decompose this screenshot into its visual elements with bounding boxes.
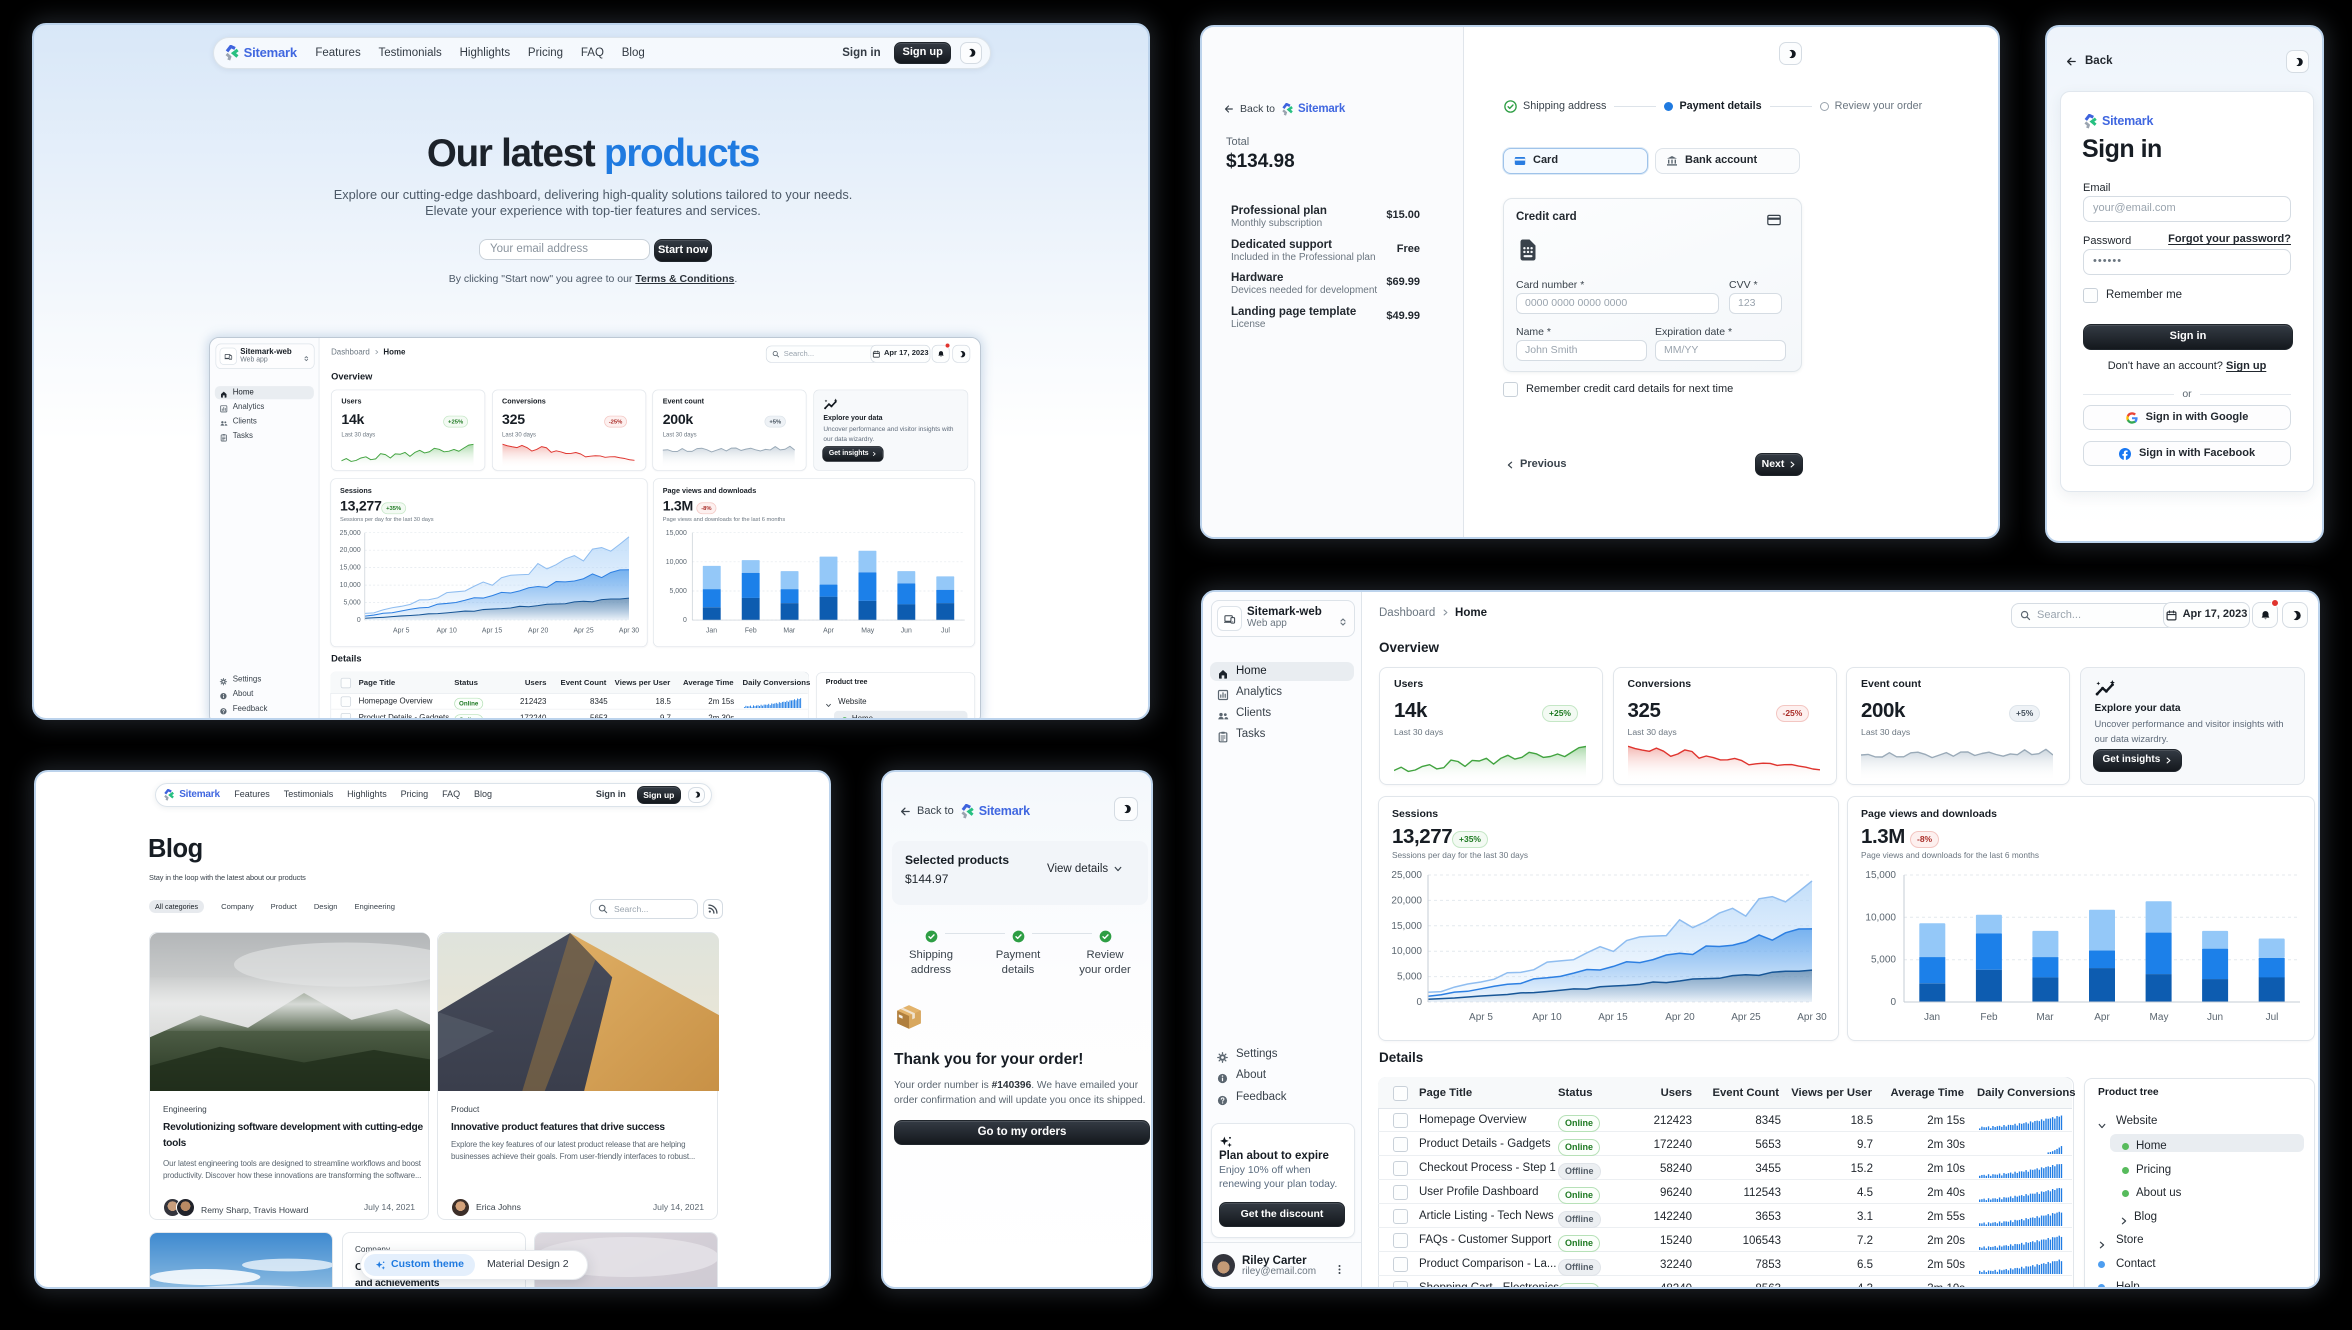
svg-text:Apr 10: Apr 10 <box>437 627 457 634</box>
svg-text:25,000: 25,000 <box>1391 870 1422 881</box>
svg-text:Apr 20: Apr 20 <box>1665 1012 1695 1023</box>
svg-text:20,000: 20,000 <box>1391 895 1422 906</box>
svg-text:Feb: Feb <box>1980 1012 1998 1023</box>
svg-text:20,000: 20,000 <box>340 547 361 554</box>
svg-text:May: May <box>2150 1012 2169 1023</box>
svg-text:0: 0 <box>683 617 687 624</box>
svg-text:Jan: Jan <box>1924 1012 1940 1023</box>
svg-text:Jan: Jan <box>706 627 717 634</box>
svg-text:Jun: Jun <box>2207 1012 2223 1023</box>
svg-text:Apr 5: Apr 5 <box>1469 1012 1493 1023</box>
svg-text:Mar: Mar <box>783 627 796 634</box>
svg-text:0: 0 <box>1416 997 1422 1008</box>
svg-text:Jul: Jul <box>941 627 950 634</box>
svg-text:Apr: Apr <box>823 627 834 634</box>
svg-text:Apr 30: Apr 30 <box>619 627 639 634</box>
svg-text:5,000: 5,000 <box>343 600 360 607</box>
svg-text:Apr 15: Apr 15 <box>1598 1012 1628 1023</box>
svg-text:5,000: 5,000 <box>1871 955 1896 966</box>
svg-text:10,000: 10,000 <box>666 559 687 566</box>
svg-text:10,000: 10,000 <box>1391 946 1422 957</box>
svg-text:Apr 25: Apr 25 <box>1731 1012 1761 1023</box>
svg-text:Apr 25: Apr 25 <box>573 627 593 634</box>
svg-text:15,000: 15,000 <box>1391 921 1422 932</box>
svg-text:10,000: 10,000 <box>340 582 361 589</box>
svg-text:15,000: 15,000 <box>1865 870 1896 881</box>
svg-text:Apr 15: Apr 15 <box>482 627 502 634</box>
svg-text:15,000: 15,000 <box>666 530 687 537</box>
svg-text:Apr 20: Apr 20 <box>528 627 548 634</box>
svg-text:5,000: 5,000 <box>1397 972 1422 983</box>
svg-text:May: May <box>861 627 875 634</box>
svg-text:25,000: 25,000 <box>340 530 361 537</box>
svg-text:Jul: Jul <box>2266 1012 2279 1023</box>
svg-text:Jun: Jun <box>901 627 912 634</box>
svg-text:Apr: Apr <box>2094 1012 2110 1023</box>
svg-text:10,000: 10,000 <box>1865 912 1896 923</box>
svg-text:5,000: 5,000 <box>670 588 687 595</box>
svg-text:Apr 30: Apr 30 <box>1797 1012 1827 1023</box>
svg-text:Mar: Mar <box>2036 1012 2054 1023</box>
svg-text:Apr 5: Apr 5 <box>393 627 410 634</box>
svg-text:Feb: Feb <box>745 627 757 634</box>
svg-text:0: 0 <box>357 617 361 624</box>
svg-text:0: 0 <box>1890 997 1896 1008</box>
svg-text:Apr 10: Apr 10 <box>1532 1012 1562 1023</box>
svg-text:15,000: 15,000 <box>340 565 361 572</box>
